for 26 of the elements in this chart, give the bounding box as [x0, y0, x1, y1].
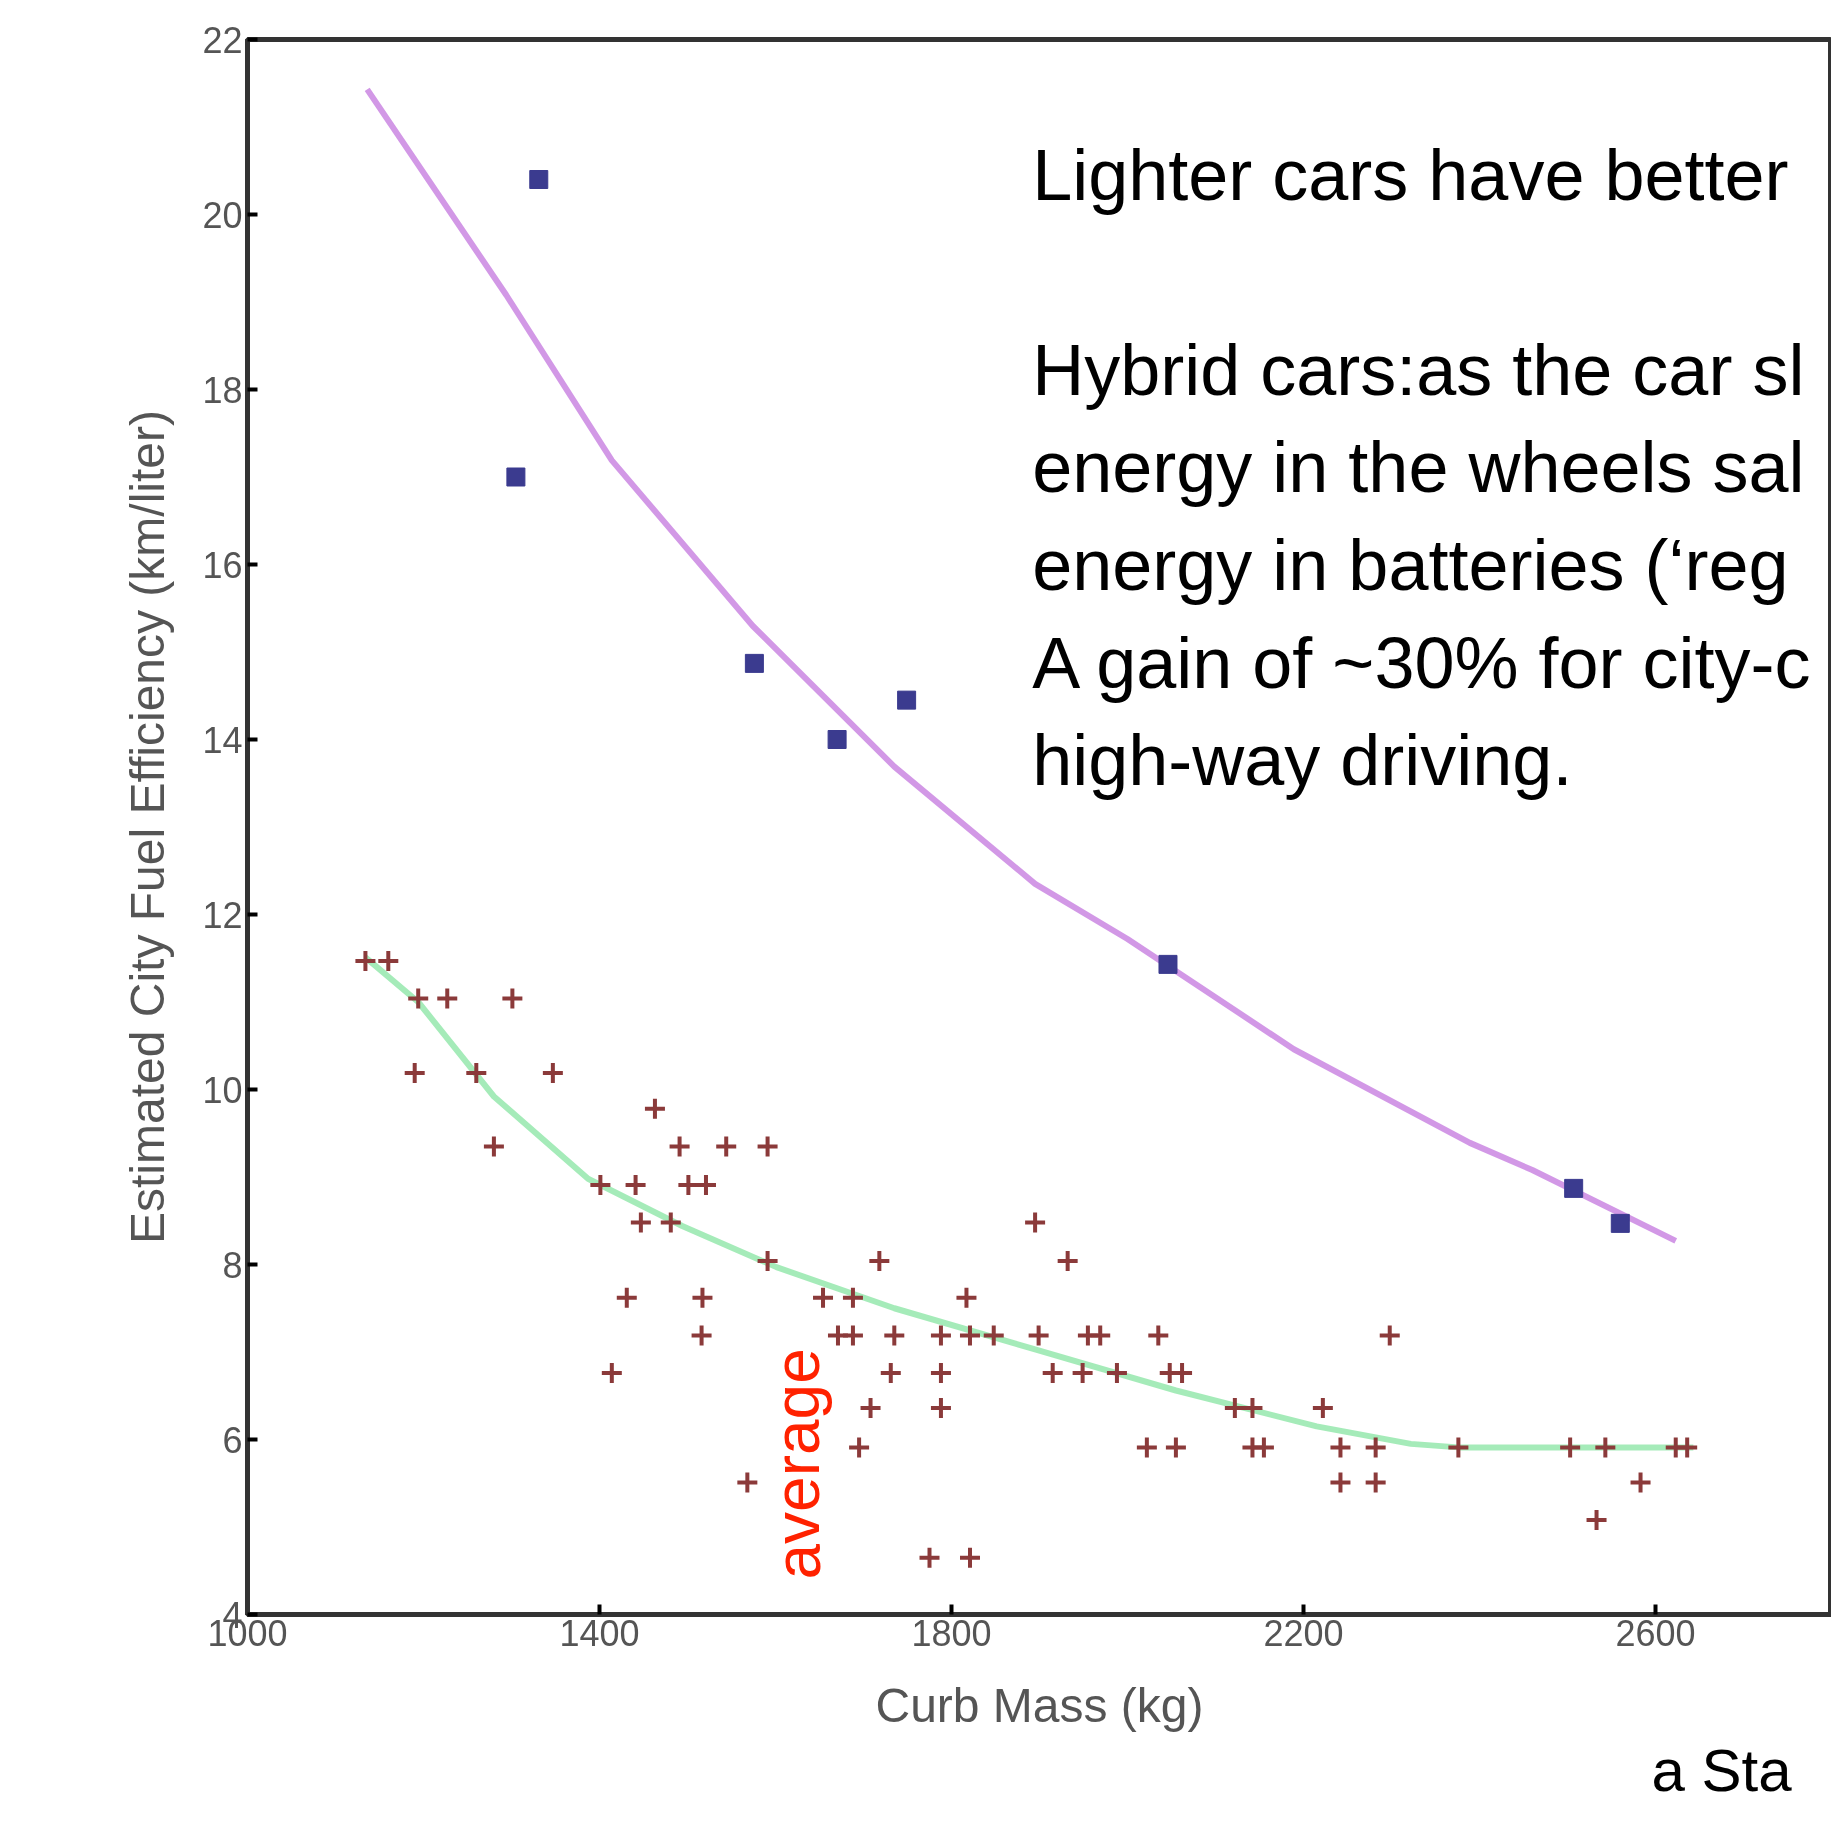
x-tick-label: 2600: [1615, 1612, 1696, 1654]
point: [1610, 1213, 1630, 1233]
x-tick-label: 1400: [559, 1612, 640, 1654]
y-tick-label: 6: [222, 1419, 243, 1461]
point: [529, 170, 549, 189]
y-axis-title: Estimated City Fuel Efficiency (km/liter): [121, 410, 175, 1244]
y-tick-label: 22: [202, 19, 243, 61]
x-tick-label: 2200: [1263, 1612, 1344, 1654]
y-tick-label: 16: [202, 544, 243, 586]
point: [1158, 954, 1178, 974]
point: [506, 467, 526, 487]
y-tick-label: 18: [202, 369, 243, 411]
text: a Sta: [1651, 1736, 1793, 1804]
point: [1564, 1178, 1584, 1198]
y-tick-label: 20: [202, 194, 243, 236]
y-tick-label: 12: [202, 894, 243, 936]
point: [744, 653, 764, 673]
point: [897, 690, 917, 710]
point: [827, 730, 847, 749]
y-tick-label: 10: [202, 1069, 243, 1111]
x-tick-label: 1800: [911, 1612, 992, 1654]
y-tick-label: 14: [202, 719, 243, 761]
y-tick-label: 8: [222, 1244, 243, 1286]
annotation: average: [761, 1348, 834, 1580]
x-axis-title: Curb Mass (kg): [875, 1678, 1204, 1732]
text: Lighter cars have better Hybrid cars:as the car sl energy in the wheels sal energy in batteries (‘reg A gain of ~30% for city-c high-way driving.: [1032, 134, 1811, 801]
